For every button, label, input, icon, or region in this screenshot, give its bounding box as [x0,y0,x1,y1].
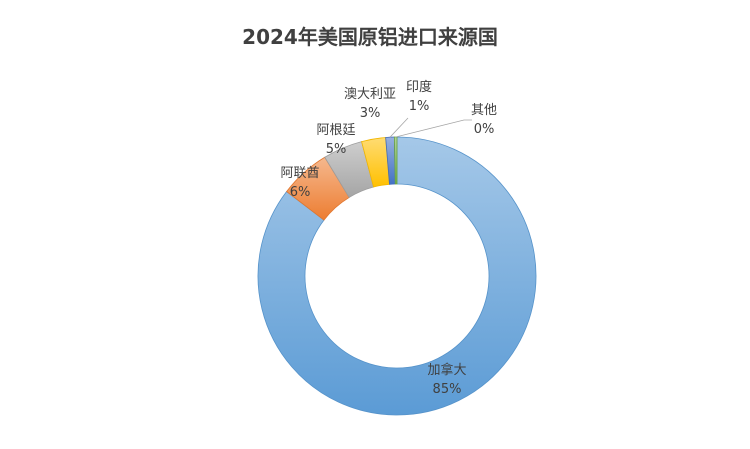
label-value-india: 1% [409,99,430,114]
leader-lines [389,117,472,138]
label-value-uae: 6% [290,185,311,200]
label-category-india: 印度 [406,79,432,95]
label-value-canada: 85% [433,382,462,397]
chart-title: 2024年美国原铝进口来源国 [242,25,498,49]
leader-line-india [389,117,409,138]
label-value-argentina: 5% [326,142,347,157]
slices [257,136,537,416]
label-category-uae: 阿联酋 [280,165,319,181]
label-category-argentina: 阿根廷 [316,123,355,138]
label-category-other: 其他 [471,103,497,118]
label-category-canada: 加拿大 [427,362,466,378]
data-labels: 加拿大 85% 阿联酋 6% 阿根廷 5% 澳大利亚 3% 印度 1% 其他 0% [280,79,497,397]
label-value-australia: 3% [360,106,381,121]
leader-line-other [395,119,472,138]
slice-canada [257,136,537,416]
slice-other [393,136,398,185]
label-category-australia: 澳大利亚 [344,86,396,102]
label-value-other: 0% [474,122,495,137]
